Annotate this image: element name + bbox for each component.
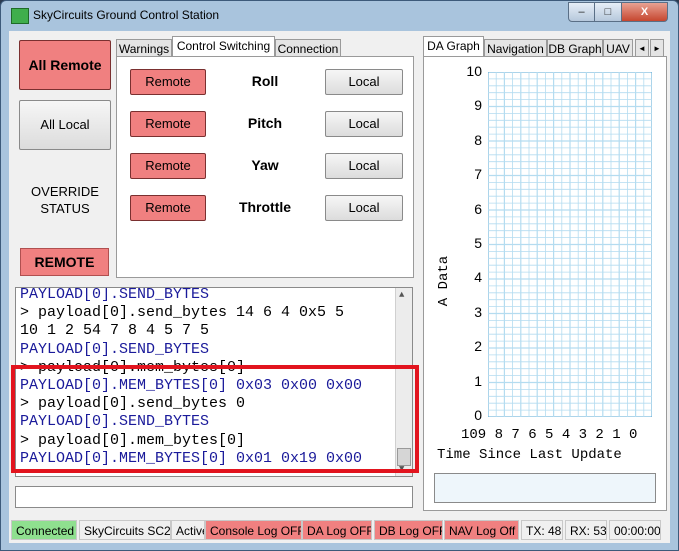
remote-button-2[interactable]: Remote xyxy=(130,153,206,179)
y-tick-label: 7 xyxy=(474,166,482,183)
left-tab-strip: Warnings Control Switching Connection xyxy=(116,36,414,58)
y-tick-label: 2 xyxy=(474,338,482,355)
remote-button-0[interactable]: Remote xyxy=(130,69,206,95)
x-axis-tick-labels: 109 8 7 6 5 4 3 2 1 0 xyxy=(461,427,638,443)
da-graph-panel: A Data 10 9 8 7 6 5 4 3 2 1 0 109 8 7 6 5 4 3 2 1 … xyxy=(423,56,667,511)
console-line: PAYLOAD[0].SEND_BYTES xyxy=(20,413,210,431)
graph-plot-area xyxy=(488,72,652,417)
status-da-log: DA Log OFF xyxy=(302,520,372,540)
y-tick-label: 10 xyxy=(466,63,482,79)
control-axis-label-1: Pitch xyxy=(247,115,283,131)
control-axis-label-0: Roll xyxy=(251,73,279,89)
all-remote-button[interactable]: All Remote xyxy=(19,40,111,90)
tab-connection[interactable]: Connection xyxy=(275,39,341,57)
title-bar: SkyCircuits Ground Control Station – □ X xyxy=(1,1,678,31)
remote-button-1[interactable]: Remote xyxy=(130,111,206,137)
tab-da-graph[interactable]: DA Graph xyxy=(423,36,484,57)
y-tick-label: 5 xyxy=(474,235,482,251)
status-device: SkyCircuits SC2 xyxy=(79,520,171,540)
app-icon xyxy=(11,8,29,24)
console-line: 10 1 2 54 7 8 4 5 7 5 xyxy=(20,322,210,340)
tab-control-switching[interactable]: Control Switching xyxy=(172,36,275,57)
y-tick-label: 9 xyxy=(474,97,482,114)
status-nav-log: NAV Log Off xyxy=(444,520,519,540)
window-title: SkyCircuits Ground Control Station xyxy=(33,8,220,22)
override-status-label: OVERRIDE STATUS xyxy=(31,184,99,216)
status-rx: RX: 53 xyxy=(565,520,607,540)
local-button-2[interactable]: Local xyxy=(325,153,403,179)
close-button[interactable]: X xyxy=(621,2,668,22)
override-status-value: REMOTE xyxy=(20,248,109,276)
x-axis-label: Time Since Last Update xyxy=(437,447,622,463)
right-tab-strip: DA Graph Navigation DB Graph UAV ◄ ► xyxy=(423,36,667,58)
status-db-log: DB Log OFF xyxy=(374,520,443,540)
highlight-annotation-box xyxy=(11,365,419,473)
local-button-3[interactable]: Local xyxy=(325,195,403,221)
console-line: PAYLOAD[0].MEM_BYTES[0] 0x01 0x19 0x00 xyxy=(20,449,363,467)
tab-navigation[interactable]: Navigation xyxy=(484,39,547,57)
local-button-0[interactable]: Local xyxy=(325,69,403,95)
y-tick-label: 1 xyxy=(474,372,482,389)
control-axis-label-2: Yaw xyxy=(251,157,279,173)
local-button-1[interactable]: Local xyxy=(325,111,403,137)
remote-button-3[interactable]: Remote xyxy=(130,195,206,221)
status-console-log: Console Log OFF xyxy=(205,520,302,540)
tab-warnings[interactable]: Warnings xyxy=(116,39,172,57)
console-line: > payload[0].send_bytes 14 6 4 0x5 5 xyxy=(20,304,345,322)
control-switching-panel: Remote Roll Local Remote Pitch Local Remote Yaw… xyxy=(116,56,414,278)
y-tick-label: 0 xyxy=(474,407,482,423)
client-area: All Remote All Local OVERRIDE STATUS REM… xyxy=(9,31,670,543)
console-output: PAYLOAD[0].SEND_BYTES > payload[0].send_b… xyxy=(15,287,413,477)
maximize-button[interactable]: □ xyxy=(594,2,622,22)
y-tick-label: 6 xyxy=(474,200,482,217)
y-tick-label: 8 xyxy=(474,131,482,148)
graph-readout-box xyxy=(434,473,656,503)
all-local-button[interactable]: All Local xyxy=(19,100,111,150)
console-line: PAYLOAD[0].MEM_BYTES[0] 0x03 0x00 0x00 xyxy=(20,377,363,394)
tab-db-graph[interactable]: DB Graph xyxy=(547,39,603,57)
scroll-thumb[interactable] xyxy=(397,448,411,466)
scroll-up-icon[interactable]: ▲ xyxy=(399,290,405,300)
console-line: > payload[0].mem_bytes[0] xyxy=(20,431,246,449)
y-tick-label: 3 xyxy=(474,303,482,320)
status-connected: Connected xyxy=(11,520,77,540)
status-active: Active xyxy=(171,520,205,540)
console-input[interactable] xyxy=(15,486,413,508)
minimize-button[interactable]: – xyxy=(568,2,595,22)
status-tx: TX: 48 xyxy=(521,520,563,540)
console-line: > payload[0].send_bytes 0 xyxy=(20,395,246,413)
tab-scroll-left-icon[interactable]: ◄ xyxy=(635,39,649,57)
status-timer: 00:00:00 xyxy=(609,520,661,540)
console-line: PAYLOAD[0].SEND_BYTES xyxy=(20,287,210,303)
tab-scroll-right-icon[interactable]: ► xyxy=(650,39,664,57)
control-axis-label-3: Throttle xyxy=(238,199,292,215)
y-axis-label: A Data xyxy=(434,256,454,306)
y-axis-label-text: A Data xyxy=(436,255,452,307)
console-line: PAYLOAD[0].SEND_BYTES xyxy=(20,340,210,358)
tab-uav[interactable]: UAV xyxy=(603,39,633,57)
y-tick-label: 4 xyxy=(474,269,482,286)
